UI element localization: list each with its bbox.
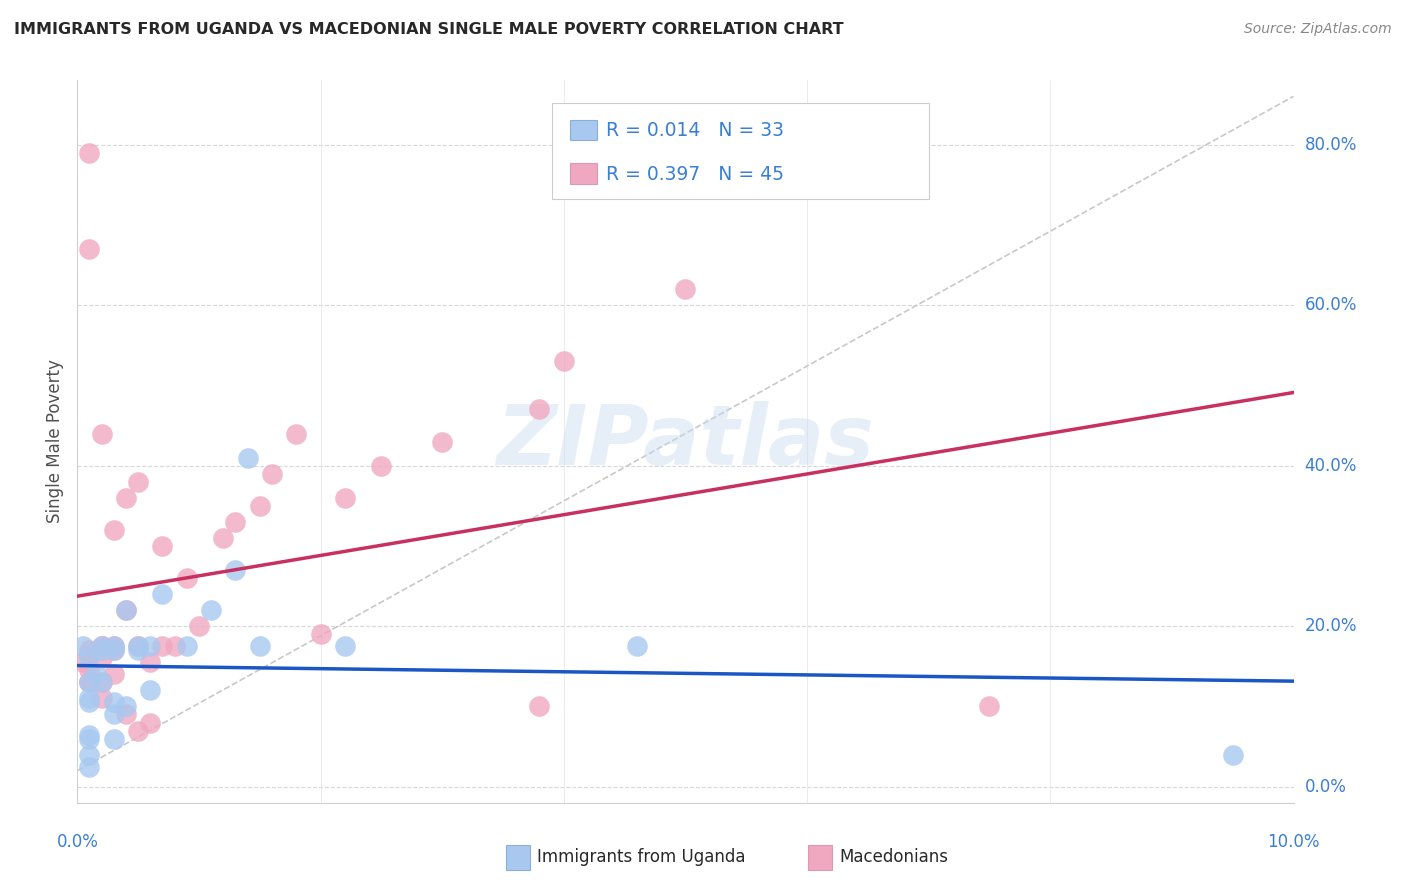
- Point: [103, 667, 125, 681]
- Point: [370, 458, 392, 473]
- Text: ZIPatlas: ZIPatlas: [496, 401, 875, 482]
- Point: [529, 402, 551, 417]
- Point: [79, 651, 101, 665]
- Text: 80.0%: 80.0%: [1305, 136, 1357, 153]
- Point: [90, 675, 112, 690]
- Point: [333, 639, 356, 653]
- Point: [979, 699, 1001, 714]
- Point: [79, 760, 101, 774]
- Point: [103, 696, 125, 710]
- Point: [90, 643, 112, 657]
- Text: 40.0%: 40.0%: [1305, 457, 1357, 475]
- Text: Macedonians: Macedonians: [839, 848, 949, 866]
- Point: [127, 643, 149, 657]
- Point: [79, 242, 101, 256]
- Text: 0.0%: 0.0%: [1305, 778, 1347, 796]
- Point: [309, 627, 332, 641]
- Point: [79, 691, 101, 706]
- Point: [115, 491, 138, 505]
- Point: [176, 639, 198, 653]
- Point: [626, 639, 648, 653]
- Point: [163, 639, 186, 653]
- Point: [1222, 747, 1244, 762]
- Point: [188, 619, 211, 633]
- Text: 20.0%: 20.0%: [1305, 617, 1357, 635]
- Text: 60.0%: 60.0%: [1305, 296, 1357, 314]
- Point: [176, 571, 198, 585]
- Point: [139, 715, 162, 730]
- Point: [553, 354, 575, 368]
- Y-axis label: Single Male Poverty: Single Male Poverty: [46, 359, 65, 524]
- Point: [79, 675, 101, 690]
- Point: [79, 675, 101, 690]
- Point: [90, 639, 112, 653]
- Point: [249, 499, 271, 513]
- Point: [90, 426, 112, 441]
- Point: [90, 691, 112, 706]
- Point: [260, 467, 283, 481]
- Point: [115, 603, 138, 617]
- Point: [79, 664, 101, 678]
- Point: [103, 639, 125, 653]
- Point: [79, 643, 101, 657]
- Text: Source: ZipAtlas.com: Source: ZipAtlas.com: [1244, 22, 1392, 37]
- Point: [212, 531, 235, 545]
- Point: [103, 707, 125, 722]
- Point: [84, 667, 107, 681]
- Point: [115, 707, 138, 722]
- Point: [127, 723, 149, 738]
- Point: [139, 683, 162, 698]
- Point: [236, 450, 259, 465]
- Point: [675, 282, 697, 296]
- Point: [127, 639, 149, 653]
- Point: [103, 643, 125, 657]
- Point: [103, 639, 125, 653]
- Point: [79, 731, 101, 746]
- Point: [200, 603, 222, 617]
- Point: [249, 639, 271, 653]
- Text: R = 0.014   N = 33: R = 0.014 N = 33: [606, 121, 785, 140]
- Text: R = 0.397   N = 45: R = 0.397 N = 45: [606, 165, 785, 184]
- FancyBboxPatch shape: [569, 120, 596, 140]
- Point: [90, 639, 112, 653]
- Point: [90, 651, 112, 665]
- Text: 10.0%: 10.0%: [1267, 833, 1320, 851]
- Point: [79, 648, 101, 662]
- Point: [529, 699, 551, 714]
- FancyBboxPatch shape: [569, 163, 596, 184]
- Point: [224, 563, 246, 577]
- Point: [90, 639, 112, 653]
- Point: [333, 491, 356, 505]
- Text: IMMIGRANTS FROM UGANDA VS MACEDONIAN SINGLE MALE POVERTY CORRELATION CHART: IMMIGRANTS FROM UGANDA VS MACEDONIAN SIN…: [14, 22, 844, 37]
- Point: [285, 426, 308, 441]
- Point: [90, 675, 112, 690]
- Point: [72, 639, 94, 653]
- Point: [79, 747, 101, 762]
- Point: [430, 434, 453, 449]
- Point: [103, 643, 125, 657]
- Point: [224, 515, 246, 529]
- Point: [139, 639, 162, 653]
- Point: [79, 145, 101, 160]
- Point: [115, 603, 138, 617]
- Point: [115, 699, 138, 714]
- Point: [139, 655, 162, 669]
- Point: [127, 475, 149, 489]
- Point: [79, 696, 101, 710]
- Point: [72, 655, 94, 669]
- Point: [103, 523, 125, 537]
- Point: [79, 728, 101, 742]
- Point: [103, 731, 125, 746]
- Text: 0.0%: 0.0%: [56, 833, 98, 851]
- Point: [79, 675, 101, 690]
- Text: Immigrants from Uganda: Immigrants from Uganda: [537, 848, 745, 866]
- Point: [127, 639, 149, 653]
- Point: [152, 639, 174, 653]
- Point: [152, 587, 174, 601]
- Point: [152, 539, 174, 553]
- FancyBboxPatch shape: [551, 103, 929, 200]
